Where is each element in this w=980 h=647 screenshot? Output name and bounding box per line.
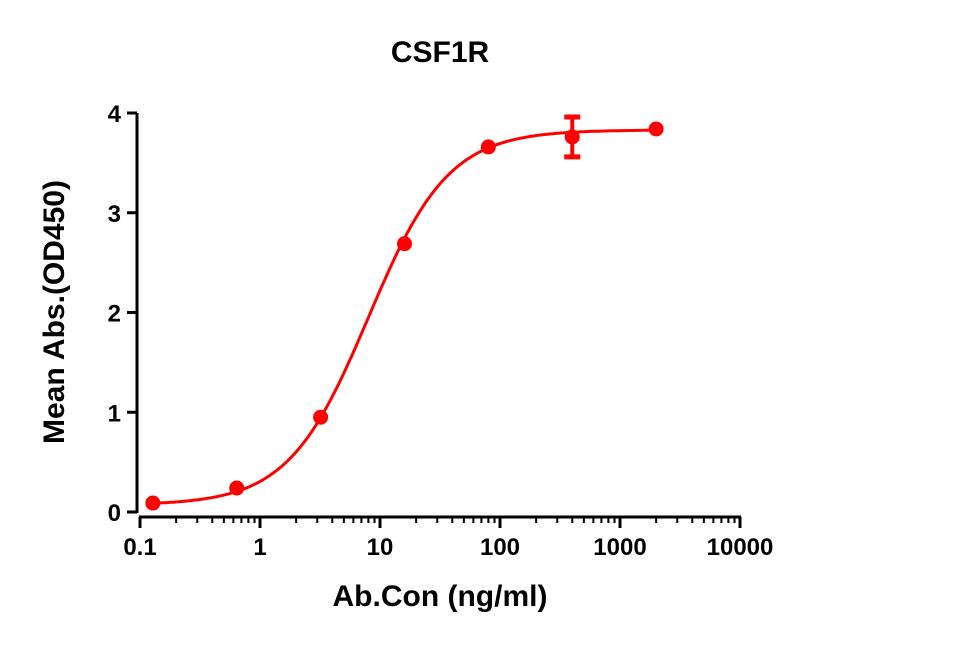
y-tick-label: 4 bbox=[108, 101, 122, 128]
x-tick-label: 10 bbox=[367, 534, 394, 561]
y-axis-label: Mean Abs.(OD450) bbox=[38, 180, 71, 444]
x-tick-label: 10000 bbox=[707, 534, 774, 561]
data-point bbox=[480, 139, 496, 155]
y-tick-label: 1 bbox=[108, 400, 121, 427]
data-point bbox=[648, 121, 664, 137]
chart-title: CSF1R bbox=[391, 36, 490, 69]
data-point bbox=[145, 495, 161, 511]
data-point bbox=[564, 129, 580, 145]
fit-curve bbox=[152, 128, 657, 505]
x-tick-label: 1000 bbox=[593, 534, 646, 561]
x-axis-label: Ab.Con (ng/ml) bbox=[333, 580, 548, 613]
x-tick-label: 0.1 bbox=[123, 534, 156, 561]
y-tick-label: 0 bbox=[108, 500, 121, 527]
data-point bbox=[229, 480, 245, 496]
y-tick-label: 2 bbox=[108, 301, 121, 328]
y-tick-label: 3 bbox=[108, 201, 121, 228]
data-point bbox=[313, 409, 329, 425]
data-point bbox=[396, 236, 412, 252]
x-tick-label: 100 bbox=[480, 534, 520, 561]
x-tick-label: 1 bbox=[253, 534, 266, 561]
